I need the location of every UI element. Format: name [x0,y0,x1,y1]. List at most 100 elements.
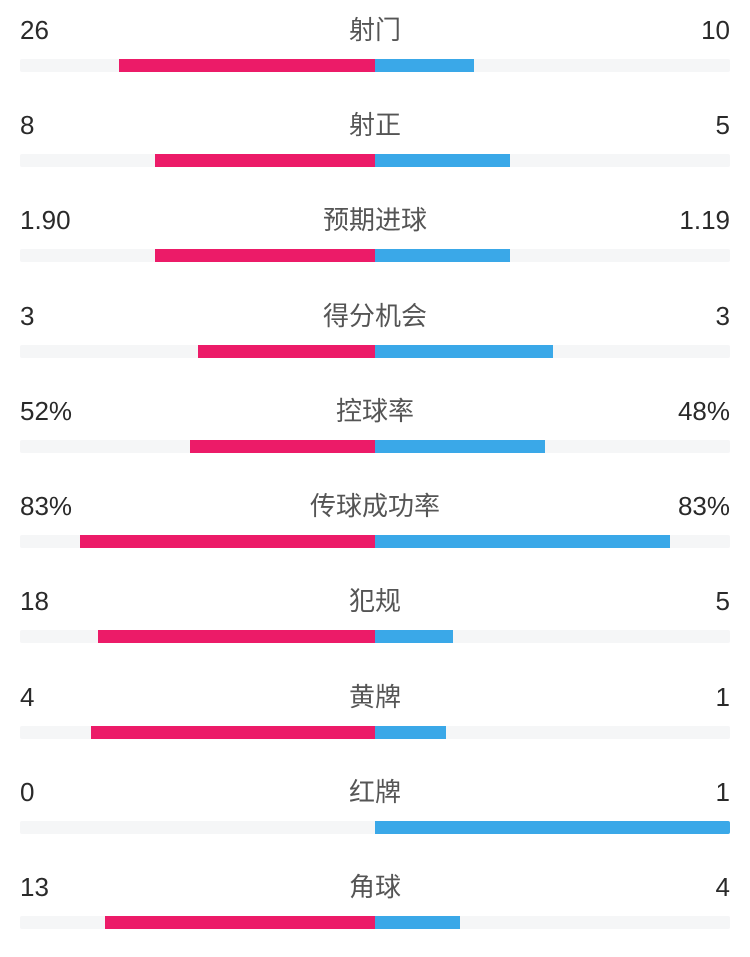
stat-right-value: 1.19 [650,205,730,236]
stat-bar-track [20,249,730,262]
stat-bar-right-fill [375,630,453,643]
stat-bar-left-fill [198,345,376,358]
stat-right-value: 10 [650,15,730,46]
stat-label: 犯规 [100,581,650,618]
stat-bar-left-track [20,249,375,262]
stat-bar-left-track [20,154,375,167]
stat-label: 控球率 [100,391,650,428]
stat-bar-left-fill [91,726,375,739]
stat-bar-left-track [20,916,375,929]
stat-right-value: 4 [650,872,730,903]
stat-header: 52%控球率48% [20,391,730,428]
stat-bar-right-track [375,59,730,72]
stat-bar-left-fill [98,630,375,643]
stat-row: 3得分机会3 [0,296,750,358]
stat-bar-left-track [20,440,375,453]
stat-header: 26射门10 [20,10,730,47]
stat-row: 1.90预期进球1.19 [0,200,750,262]
stat-bar-track [20,726,730,739]
stat-bar-track [20,630,730,643]
stat-left-value: 26 [20,15,100,46]
stat-bar-track [20,821,730,834]
stat-bar-right-fill [375,154,510,167]
stat-row: 26射门10 [0,10,750,72]
stat-right-value: 83% [650,491,730,522]
stat-label: 红牌 [100,772,650,809]
stat-left-value: 18 [20,586,100,617]
stat-header: 3得分机会3 [20,296,730,333]
stat-right-value: 1 [650,682,730,713]
stat-header: 13角球4 [20,867,730,904]
stat-bar-right-track [375,249,730,262]
stat-label: 黄牌 [100,677,650,714]
stat-bar-left-track [20,59,375,72]
stat-bar-right-track [375,916,730,929]
stat-bar-right-track [375,345,730,358]
stat-bar-right-fill [375,249,510,262]
stat-left-value: 3 [20,301,100,332]
stat-header: 83%传球成功率83% [20,486,730,523]
stat-bar-right-fill [375,345,553,358]
stat-bar-left-track [20,630,375,643]
stat-bar-track [20,59,730,72]
stat-bar-right-fill [375,821,730,834]
stat-bar-left-track [20,535,375,548]
stat-bar-left-fill [155,249,375,262]
stat-label: 角球 [100,867,650,904]
stat-header: 0红牌1 [20,772,730,809]
stat-left-value: 4 [20,682,100,713]
stat-bar-left-track [20,345,375,358]
stat-header: 8射正5 [20,105,730,142]
stat-bar-right-track [375,535,730,548]
stat-bar-track [20,345,730,358]
stat-label: 射正 [100,105,650,142]
stat-bar-left-track [20,726,375,739]
stat-bar-track [20,535,730,548]
stat-bar-right-track [375,726,730,739]
stat-bar-left-fill [105,916,375,929]
stat-left-value: 83% [20,491,100,522]
stat-bar-right-track [375,440,730,453]
stat-bar-left-fill [190,440,375,453]
stat-label: 得分机会 [100,296,650,333]
stat-row: 0红牌1 [0,772,750,834]
stat-bar-left-track [20,821,375,834]
stat-left-value: 52% [20,396,100,427]
stat-bar-right-fill [375,726,446,739]
stat-row: 4黄牌1 [0,677,750,739]
stat-left-value: 8 [20,110,100,141]
stat-row: 13角球4 [0,867,750,929]
stat-bar-right-fill [375,440,545,453]
stat-right-value: 5 [650,110,730,141]
stat-bar-track [20,154,730,167]
stat-row: 8射正5 [0,105,750,167]
stat-bar-track [20,916,730,929]
stat-header: 1.90预期进球1.19 [20,200,730,237]
stat-left-value: 1.90 [20,205,100,236]
stat-bar-right-fill [375,916,460,929]
stat-label: 传球成功率 [100,486,650,523]
stat-bar-right-track [375,154,730,167]
stat-left-value: 0 [20,777,100,808]
stat-right-value: 1 [650,777,730,808]
stat-right-value: 5 [650,586,730,617]
stat-bar-left-fill [155,154,375,167]
stat-header: 18犯规5 [20,581,730,618]
stat-bar-right-fill [375,59,474,72]
stat-bar-right-track [375,821,730,834]
stat-bar-left-fill [80,535,375,548]
stat-label: 预期进球 [100,200,650,237]
stat-right-value: 48% [650,396,730,427]
stat-row: 83%传球成功率83% [0,486,750,548]
stat-left-value: 13 [20,872,100,903]
stat-bar-left-fill [119,59,375,72]
stat-bar-right-track [375,630,730,643]
stat-bar-right-fill [375,535,670,548]
stat-label: 射门 [100,10,650,47]
stat-row: 18犯规5 [0,581,750,643]
stat-bar-track [20,440,730,453]
match-stats-panel: 26射门108射正51.90预期进球1.193得分机会352%控球率48%83%… [0,0,750,957]
stat-row: 52%控球率48% [0,391,750,453]
stat-right-value: 3 [650,301,730,332]
stat-header: 4黄牌1 [20,677,730,714]
